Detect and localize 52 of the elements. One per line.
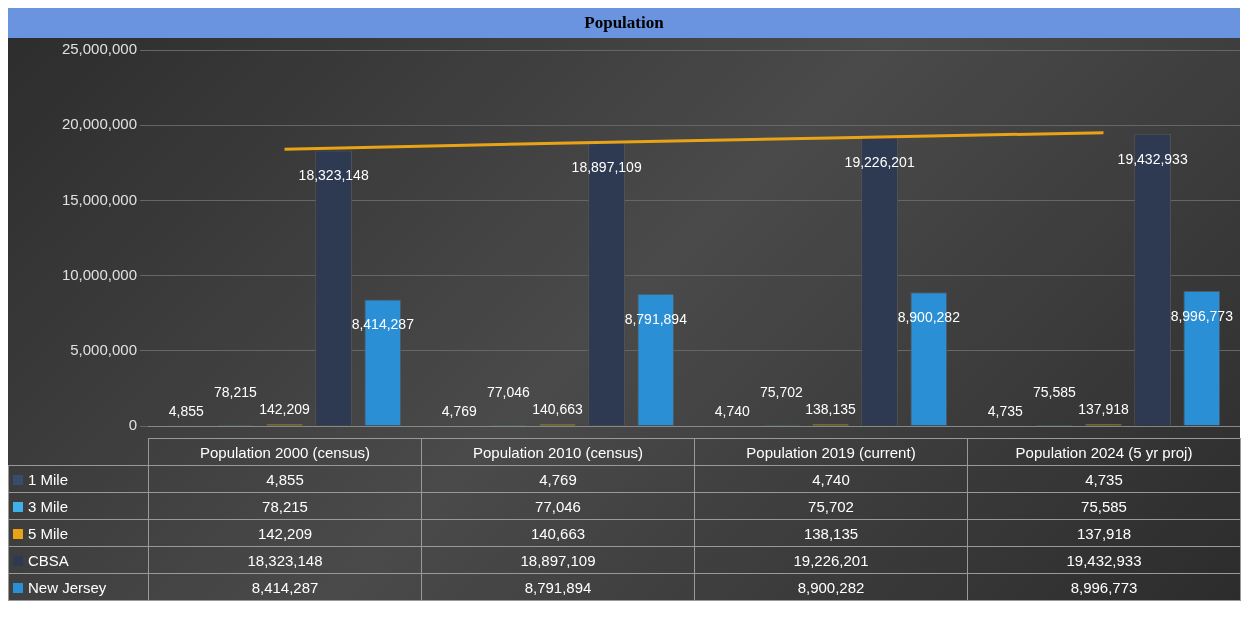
data-label: 19,226,201 [694, 546, 968, 574]
chart-title: Population [584, 13, 664, 32]
data-label: 8,996,773 [967, 573, 1241, 601]
legend-label: 1 Mile [8, 465, 149, 493]
y-tick-label: 15,000,000 [61, 190, 137, 208]
data-label: 8,791,894 [421, 573, 695, 601]
data-label: 4,740 [694, 465, 968, 493]
data-label: 18,897,109 [421, 546, 695, 574]
text: 4,855 [168, 402, 204, 419]
data-label: 4,769 [421, 465, 695, 493]
data-label: 140,663 [421, 519, 695, 547]
text: 19,226,201 [844, 153, 915, 170]
text: 142,209 [259, 400, 310, 417]
x-tick-label: Population 2024 (5 yr proj) [967, 438, 1241, 466]
y-tick-label: 25,000,000 [61, 40, 137, 58]
text: 18,897,109 [571, 158, 642, 175]
x-tick-label: Population 2010 (census) [421, 438, 695, 466]
legend-label: 5 Mile [8, 519, 149, 547]
legend-label: New Jersey [8, 573, 149, 601]
x-tick-label: Population 2019 (current) [694, 438, 968, 466]
text: 4,735 [987, 402, 1023, 419]
data-label: 138,135 [694, 519, 968, 547]
data-label: 77,046 [421, 492, 695, 520]
text: 4,740 [714, 402, 750, 419]
data-label: 19,432,933 [967, 546, 1241, 574]
text: 18,323,148 [298, 167, 369, 184]
text: 19,432,933 [1117, 150, 1188, 167]
text: 138,135 [805, 400, 856, 417]
text: 78,215 [213, 383, 257, 400]
data-label: 8,900,282 [694, 573, 968, 601]
data-label: 137,918 [967, 519, 1241, 547]
text: 75,702 [759, 383, 803, 400]
y-tick-label: 5,000,000 [70, 340, 137, 358]
legend-label: 3 Mile [8, 492, 149, 520]
legend-label: CBSA [8, 546, 149, 574]
text: 75,585 [1032, 383, 1076, 400]
data-label: 75,585 [967, 492, 1241, 520]
data-label: 4,735 [967, 465, 1241, 493]
text: 140,663 [532, 400, 583, 417]
text: 77,046 [486, 383, 530, 400]
text: 137,918 [1078, 400, 1129, 417]
data-label: 18,323,148 [148, 546, 422, 574]
data-label: 142,209 [148, 519, 422, 547]
data-label: 4,855 [148, 465, 422, 493]
y-tick-label: 0 [128, 416, 137, 434]
data-label: 75,702 [694, 492, 968, 520]
y-tick-label: 10,000,000 [61, 265, 137, 283]
data-label: 78,215 [148, 492, 422, 520]
text: 4,769 [441, 402, 477, 419]
y-tick-label: 20,000,000 [61, 115, 137, 133]
x-tick-label: Population 2000 (census) [148, 438, 422, 466]
data-label: 8,414,287 [148, 573, 422, 601]
